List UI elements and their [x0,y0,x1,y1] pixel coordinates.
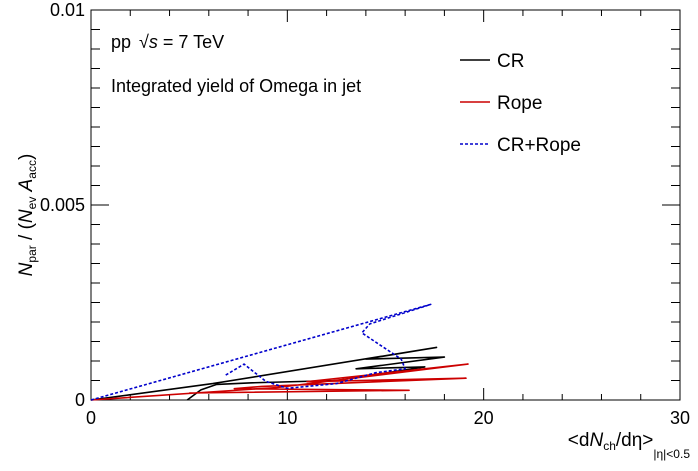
series-line-cr [90,346,446,401]
legend-label: CR [497,51,524,72]
y-tick-label: 0.005 [40,195,85,215]
y-tick-label: 0 [75,390,85,410]
x-axis-title: <dNch/dη>|η|<0.5 [568,430,691,461]
series-layer [90,303,469,401]
x-tick-label: 20 [474,408,494,428]
y-axis-title: Npar / (Nev Aacc) [16,154,39,277]
x-tick-label: 10 [277,408,297,428]
series-line-rope [90,363,469,401]
legend-label: CR+Rope [497,135,581,156]
axis-ticks: 0 10 20 30 0 0.005 0.01 [40,0,690,428]
plot-frame [90,9,681,401]
x-tick-label: 0 [86,408,96,428]
series-line-cr-rope [90,303,432,401]
legend: CR Rope CR+Rope [460,51,581,156]
x-tick-label: 30 [670,408,690,428]
legend-label: Rope [497,93,542,114]
description-label: Integrated yield of Omega in jet [111,76,361,96]
y-tick-label: 0.01 [50,0,85,20]
energy-label: pp √s = 7 TeV [111,32,224,52]
